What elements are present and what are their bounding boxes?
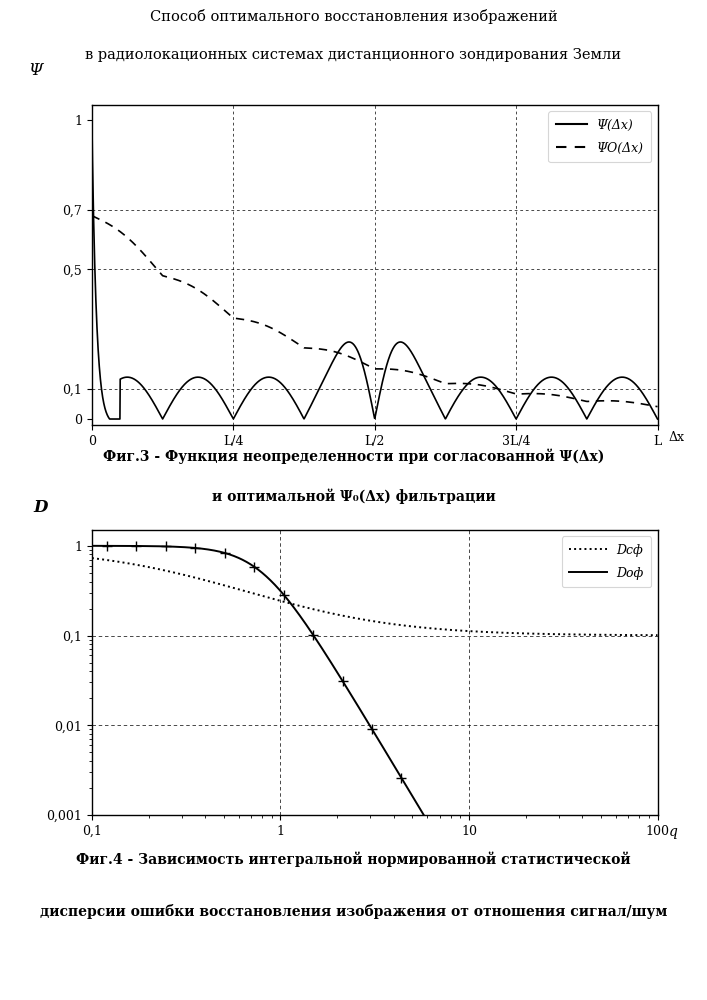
Text: D: D	[34, 499, 48, 516]
Dcф	[539, 628, 547, 640]
Text: дисперсии ошибки восстановления изображения от отношения сигнал/шум: дисперсии ошибки восстановления изображе…	[40, 904, 667, 919]
Legend: Ψ(Δx), ΨO(Δx): Ψ(Δx), ΨO(Δx)	[548, 111, 651, 162]
Text: в радиолокационных системах дистанционного зондирования Земли: в радиолокационных системах дистанционно…	[86, 48, 621, 62]
Dcф	[476, 626, 484, 638]
Dcф	[88, 552, 96, 564]
Legend: Dcф, Doф: Dcф, Doф	[561, 536, 651, 587]
Text: Ψ: Ψ	[28, 62, 42, 79]
Text: q: q	[669, 825, 678, 839]
Doф	[146, 540, 154, 552]
Dcф	[317, 605, 325, 617]
Doф	[476, 903, 484, 915]
Dcф	[653, 629, 662, 641]
Text: Способ оптимального восстановления изображений: Способ оптимального восстановления изобр…	[150, 9, 557, 24]
Line: Doф: Doф	[92, 546, 658, 1000]
Dcф	[337, 609, 345, 621]
Doф	[88, 540, 96, 552]
Doф	[529, 991, 537, 1000]
Text: и оптимальной Ψ₀(Δx) фильтрации: и оптимальной Ψ₀(Δx) фильтрации	[211, 488, 496, 504]
Doф	[317, 640, 325, 652]
Dcф	[529, 628, 537, 640]
Text: Δx: Δx	[669, 431, 685, 444]
Text: Фиг.3 - Функция неопределенности при согласованной Ψ(Δx): Фиг.3 - Функция неопределенности при сог…	[103, 448, 604, 464]
Text: Фиг.4 - Зависимость интегральной нормированной статистической: Фиг.4 - Зависимость интегральной нормиро…	[76, 852, 631, 867]
Doф	[337, 672, 345, 684]
Dcф	[146, 561, 154, 573]
Line: Dcф: Dcф	[92, 558, 658, 635]
